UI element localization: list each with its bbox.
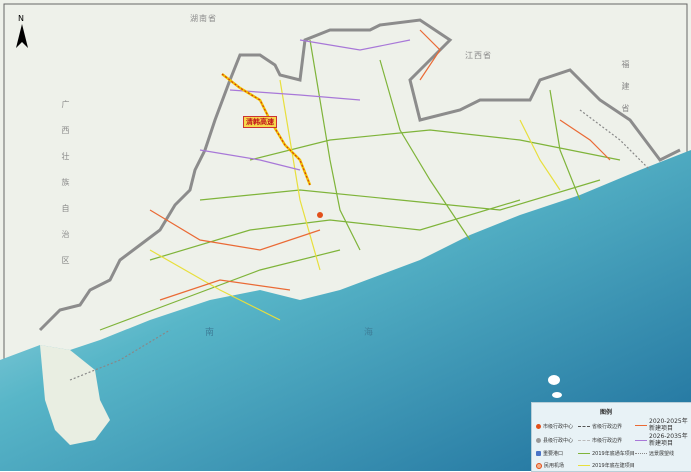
legend-item: 省级行政边界 — [578, 423, 622, 430]
legend-label: 省级行政边界 — [592, 424, 623, 430]
city-boundary-icon — [578, 440, 590, 441]
county-center-icon — [536, 438, 541, 443]
label-fujian: 福建省 — [621, 60, 630, 126]
under-construction-line-icon — [578, 465, 590, 466]
city-center-icon — [536, 424, 541, 429]
highlighted-road-label: 清韩高速 — [243, 116, 277, 128]
vision-line — [69, 109, 651, 381]
existing-road-line-icon — [578, 453, 590, 454]
legend-item: 2020-2025年新建项目 — [635, 418, 691, 432]
under-construction-road — [149, 79, 561, 321]
province-boundary-icon — [578, 426, 590, 427]
sea-area — [0, 150, 691, 471]
island — [552, 392, 562, 398]
legend-item: 民用机场 — [536, 462, 564, 469]
label-jiangxi: 江西省 — [465, 51, 492, 60]
north-label: N — [18, 14, 24, 23]
label-south-sea: 南海 — [205, 328, 524, 338]
legend-item: 市级行政中心 — [536, 423, 573, 430]
label-guangxi: 广西壮族自治区 — [61, 100, 70, 282]
province-boundary — [38, 18, 681, 332]
legend-item: 2019年底通车项目 — [578, 450, 635, 457]
existing-road — [99, 39, 621, 331]
airport-icon — [536, 462, 542, 469]
legend-label: 县级行政中心 — [543, 438, 574, 444]
new-road-2020-2025 — [149, 29, 611, 301]
new-road-2026-2035 — [199, 39, 411, 171]
legend-label: 2026-2035年新建项目 — [649, 433, 688, 447]
legend-title: 图例 — [600, 409, 613, 416]
legend-label: 民用机场 — [544, 463, 565, 469]
legend-item: 县级行政中心 — [536, 437, 573, 444]
legend: 图例 市级行政中心 省级行政边界 2020-2025年新建项目 县级行政中心 市… — [531, 402, 691, 472]
legend-label: 远景展望线 — [649, 451, 675, 457]
port-icon — [536, 451, 541, 456]
leizhou-peninsula — [40, 345, 110, 445]
legend-item: 2019年底在建项目 — [578, 462, 635, 469]
new-2026-line-icon — [635, 439, 647, 441]
legend-label: 重要港口 — [543, 451, 564, 457]
legend-label: 2019年底在建项目 — [592, 463, 635, 469]
legend-label: 市级行政中心 — [543, 424, 574, 430]
legend-item: 重要港口 — [536, 450, 563, 457]
vision-line-icon — [635, 453, 647, 454]
new-2020-line-icon — [635, 424, 647, 426]
legend-label: 市级行政边界 — [592, 438, 623, 444]
legend-label: 2020-2025年新建项目 — [649, 418, 688, 432]
city-center-dot — [317, 212, 323, 218]
legend-item: 市级行政边界 — [578, 437, 622, 444]
legend-item: 2026-2035年新建项目 — [635, 433, 691, 447]
legend-label: 2019年底通车项目 — [592, 451, 635, 457]
legend-item: 远景展望线 — [635, 450, 674, 457]
label-hunan: 湖南省 — [190, 14, 217, 23]
north-arrow-icon: N — [14, 14, 30, 50]
island — [548, 375, 560, 385]
